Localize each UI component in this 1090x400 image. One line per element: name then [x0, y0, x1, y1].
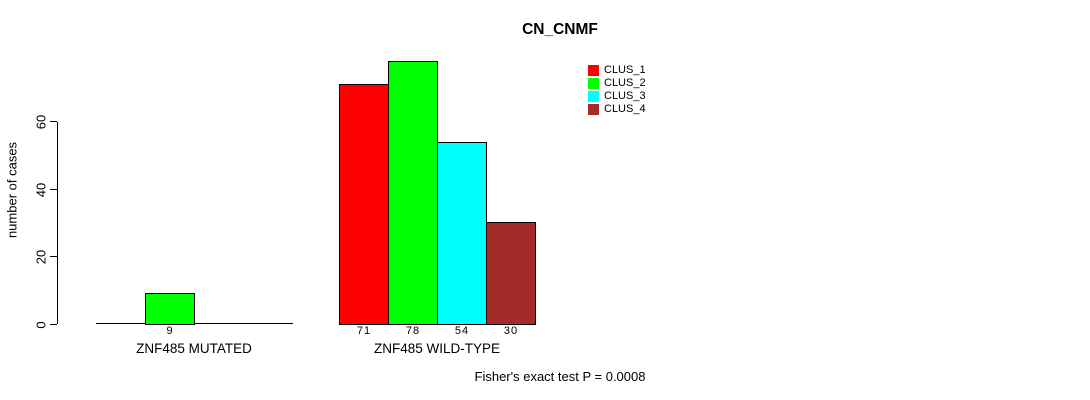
- chart-title: CN_CNMF: [522, 21, 598, 38]
- legend-label-clus-4: CLUS_4: [604, 103, 646, 115]
- group-label-wildtype: ZNF485 WILD-TYPE: [373, 341, 501, 356]
- bar-value-wildtype-clus-2: 78: [405, 325, 421, 337]
- y-axis-tick-label: 60: [33, 114, 49, 129]
- legend: CLUS_1 CLUS_2 CLUS_3 CLUS_4: [588, 64, 646, 116]
- y-axis-tick-label: 20: [33, 249, 49, 264]
- legend-swatch-clus-3: [588, 91, 599, 102]
- y-axis-tick-label: 40: [33, 182, 49, 197]
- y-axis-tick: [50, 121, 57, 122]
- bar-value-wildtype-clus-3: 54: [454, 325, 470, 337]
- y-axis-label: number of cases: [4, 141, 20, 239]
- legend-item-clus-4: CLUS_4: [588, 103, 646, 116]
- legend-item-clus-3: CLUS_3: [588, 90, 646, 103]
- bar-wildtype-clus-1: [339, 84, 389, 325]
- legend-swatch-clus-1: [588, 65, 599, 76]
- bar-value-mutated-clus-2: 9: [166, 325, 174, 337]
- y-axis-tick-label: 0: [33, 320, 49, 329]
- bar-value-wildtype-clus-4: 30: [503, 325, 519, 337]
- legend-swatch-clus-4: [588, 104, 599, 115]
- legend-item-clus-1: CLUS_1: [588, 64, 646, 77]
- legend-item-clus-2: CLUS_2: [588, 77, 646, 90]
- group-label-mutated: ZNF485 MUTATED: [136, 341, 252, 356]
- legend-label-clus-1: CLUS_1: [604, 64, 646, 76]
- bar-value-wildtype-clus-1: 71: [356, 325, 372, 337]
- y-axis-tick: [50, 256, 57, 257]
- bar-mutated-clus-2: [145, 293, 195, 325]
- legend-label-clus-3: CLUS_3: [604, 90, 646, 102]
- bar-wildtype-clus-4: [486, 222, 536, 325]
- fisher-test-annotation: Fisher's exact test P = 0.0008: [474, 369, 646, 384]
- bar-wildtype-clus-3: [437, 142, 487, 325]
- legend-swatch-clus-2: [588, 78, 599, 89]
- y-axis-tick: [50, 324, 57, 325]
- legend-label-clus-2: CLUS_2: [604, 77, 646, 89]
- y-axis-line: [57, 122, 58, 324]
- y-axis-tick: [50, 189, 57, 190]
- bar-wildtype-clus-2: [388, 61, 438, 325]
